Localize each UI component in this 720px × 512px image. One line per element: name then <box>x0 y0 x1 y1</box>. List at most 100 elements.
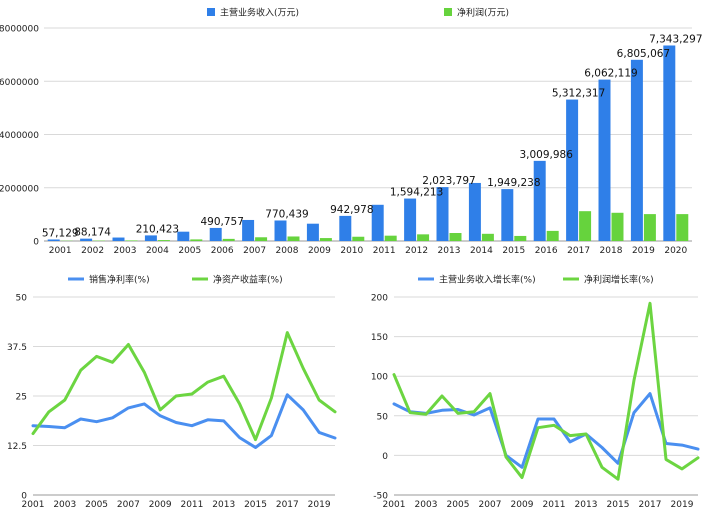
x-tick-label: 2011 <box>180 500 203 510</box>
y-tick-label: 2000000 <box>0 184 39 194</box>
x-tick-label: 2008 <box>276 246 299 256</box>
x-tick-label: 2015 <box>244 500 267 510</box>
bar-revenue <box>274 220 287 241</box>
x-tick-label: 2007 <box>479 500 502 510</box>
x-tick-label: 2003 <box>53 500 76 510</box>
bar-revenue <box>501 189 514 241</box>
bar-net-profit <box>579 211 592 241</box>
bar-revenue <box>47 239 60 241</box>
bar-revenue <box>371 204 384 241</box>
y-tick-label: 25 <box>16 393 27 403</box>
bar-revenue <box>112 237 125 241</box>
x-tick-label: 2018 <box>600 246 623 256</box>
data-label: 88,174 <box>74 227 111 239</box>
bar-net-profit <box>643 214 656 241</box>
bar-revenue <box>339 215 352 241</box>
x-tick-label: 2013 <box>575 500 598 510</box>
x-tick-label: 2019 <box>308 500 331 510</box>
data-label: 57,129 <box>42 227 79 239</box>
bar-net-profit <box>255 237 268 241</box>
x-tick-label: 2003 <box>114 246 137 256</box>
data-label: 1,949,238 <box>487 177 540 189</box>
bar-net-profit <box>611 212 624 241</box>
data-label: 490,757 <box>200 216 243 228</box>
line-net-margin <box>31 393 337 449</box>
bar-revenue <box>144 235 157 241</box>
y-tick-label: 4000000 <box>0 131 39 141</box>
revenue-profit-bar-chart: 0 2000000 4000000 6000000 8000000 2001 2002 200… <box>0 7 703 257</box>
bar-net-profit <box>352 236 365 241</box>
x-tick-label: 2001 <box>49 246 72 256</box>
y-tick-label: -50 <box>373 492 388 502</box>
y-tick-label: 50 <box>377 412 389 422</box>
x-tick-label: 2019 <box>671 500 694 510</box>
bar-net-profit <box>449 233 462 241</box>
bar-net-profit <box>125 240 138 241</box>
x-tick-label: 2011 <box>543 500 566 510</box>
bar-revenue <box>533 160 546 241</box>
line-revenue-growth <box>392 392 700 469</box>
x-tick-label: 2017 <box>276 500 299 510</box>
data-label: 1,594,213 <box>390 187 443 199</box>
x-tick-label: 2010 <box>340 246 363 256</box>
x-tick-label: 2009 <box>511 500 534 510</box>
y-tick-label: 12.5 <box>7 442 27 452</box>
x-tick-label: 2005 <box>85 500 108 510</box>
bar-net-profit <box>384 235 397 241</box>
x-tick-label: 2014 <box>470 246 493 256</box>
legend-label: 净利润增长率(%) <box>584 274 654 286</box>
data-label: 6,062,119 <box>584 68 637 80</box>
y-tick-label: 8000000 <box>0 25 39 35</box>
data-label: 2,023,797 <box>422 175 475 187</box>
x-tick-label: 2016 <box>535 246 558 256</box>
x-tick-label: 2017 <box>639 500 662 510</box>
y-tick-label: 100 <box>371 373 388 383</box>
bar-net-profit <box>319 238 332 241</box>
bar-net-profit <box>287 236 300 241</box>
x-tick-label: 2009 <box>149 500 172 510</box>
line-roe <box>31 331 337 442</box>
bar-net-profit <box>676 214 689 241</box>
legend-label: 净利润(万元) <box>457 7 509 19</box>
data-label: 210,423 <box>136 223 179 235</box>
bar-revenue <box>598 79 611 241</box>
x-tick-label: 2005 <box>178 246 201 256</box>
data-label: 7,343,297 <box>649 33 702 45</box>
x-tick-label: 2004 <box>146 246 169 256</box>
bar-net-profit <box>417 234 430 241</box>
x-tick-label: 2011 <box>373 246 396 256</box>
margin-roe-line-chart: 0 12.5 25 37.5 50 2001 2003 2005 2007 2009 2011 201… <box>7 274 337 510</box>
legend-swatch <box>207 8 215 16</box>
bar-revenue <box>630 59 643 241</box>
bar-revenue <box>566 99 579 241</box>
data-label: 942,978 <box>330 204 373 216</box>
legend-swatch <box>444 8 452 16</box>
bar-revenue <box>306 223 319 241</box>
y-tick-label: 0 <box>21 492 27 502</box>
line-profit-growth <box>392 301 700 481</box>
bar-net-profit <box>190 239 203 241</box>
x-tick-label: 2013 <box>438 246 461 256</box>
legend-label: 净资产收益率(%) <box>213 274 283 286</box>
x-tick-label: 2015 <box>502 246 525 256</box>
y-tick-label: 200 <box>371 294 388 304</box>
bar-revenue <box>80 238 93 241</box>
x-tick-label: 2020 <box>664 246 687 256</box>
bar-revenue <box>242 219 255 241</box>
data-label: 6,805,067 <box>617 48 670 60</box>
x-tick-label: 2001 <box>383 500 406 510</box>
x-tick-label: 2006 <box>211 246 234 256</box>
x-tick-label: 2002 <box>81 246 104 256</box>
bar-revenue <box>468 182 481 241</box>
x-tick-label: 2005 <box>447 500 470 510</box>
bar-net-profit <box>481 233 494 241</box>
bar-net-profit <box>222 238 235 241</box>
x-tick-label: 2017 <box>567 246 590 256</box>
x-tick-label: 2013 <box>212 500 235 510</box>
data-label: 770,439 <box>265 208 308 220</box>
bar-revenue <box>177 231 190 241</box>
bar-revenue <box>404 198 417 241</box>
x-tick-label: 2012 <box>405 246 428 256</box>
growth-rate-line-chart: -50 0 50 100 150 200 2001 2003 2005 2007 2009 2011 2… <box>371 274 700 510</box>
